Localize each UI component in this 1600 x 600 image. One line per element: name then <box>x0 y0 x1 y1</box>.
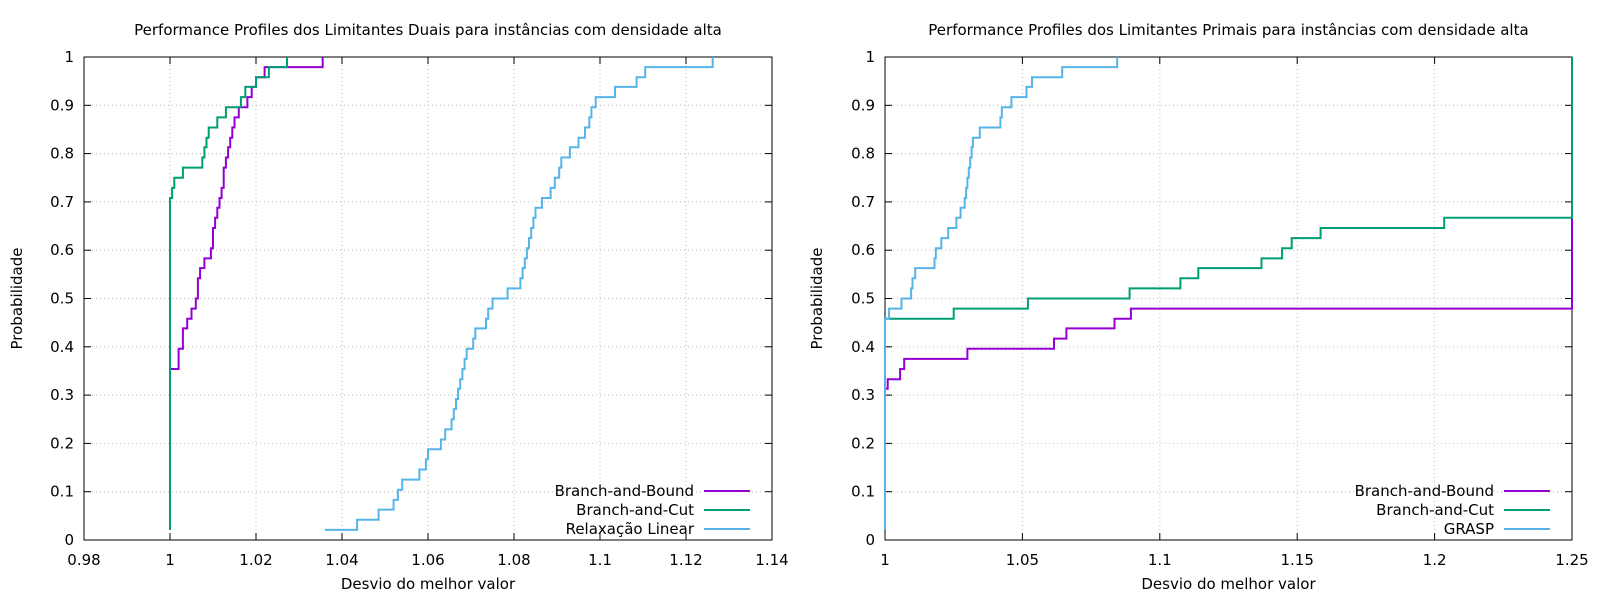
x-tick-label: 1.2 <box>1423 551 1447 569</box>
y-tick-label: 0 <box>64 531 74 549</box>
x-tick-label: 1.25 <box>1555 551 1588 569</box>
chart-panel-1: 0.98 1 1.02 1.04 1.06 1.08 1.1 1.12 1.14 0 0.1 0.2 0… <box>8 21 789 593</box>
series-line-1 <box>884 57 1573 530</box>
y-tick-label: 0.3 <box>50 386 74 404</box>
x-tick-label: 1.15 <box>1280 551 1313 569</box>
y-tick-label: 0.6 <box>50 241 74 259</box>
y-axis-label: Probabilidade <box>8 248 26 350</box>
legend: Branch-and-BoundBranch-and-CutRelaxação … <box>555 482 750 538</box>
series-line-3 <box>884 57 1119 530</box>
y-tick-label: 0.3 <box>851 386 875 404</box>
y-tick-label: 1 <box>64 48 74 66</box>
x-tick-label: 1.06 <box>411 551 444 569</box>
y-tick-label: 0.9 <box>50 96 74 114</box>
x-tick-label: 1.12 <box>669 551 702 569</box>
y-tick-label: 0.6 <box>851 241 875 259</box>
series-line-1 <box>169 57 324 530</box>
x-tick-label: 1.1 <box>588 551 612 569</box>
series-line-3 <box>324 57 714 531</box>
legend-label: GRASP <box>1444 520 1494 538</box>
y-tick-label: 0.5 <box>851 290 875 308</box>
x-tick-label: 1.1 <box>1148 551 1172 569</box>
x-tick-label: 1.04 <box>325 551 358 569</box>
x-tick-label: 1 <box>165 551 175 569</box>
legend-label: Branch-and-Bound <box>1355 482 1494 500</box>
x-axis-label: Desvio do melhor valor <box>1141 575 1316 593</box>
chart-title: Performance Profiles dos Limitantes Duai… <box>134 21 722 39</box>
legend-label: Branch-and-Cut <box>1376 501 1494 519</box>
x-tick-label: 1 <box>880 551 890 569</box>
series-line-2 <box>884 57 1573 530</box>
chart-title: Performance Profiles dos Limitantes Prim… <box>928 21 1528 39</box>
x-tick-label: 1.02 <box>239 551 272 569</box>
chart-panel-2: 1 1.05 1.1 1.15 1.2 1.25 0 0.1 0.2 0.3 0.4 0.5 0.6 0.… <box>808 21 1589 593</box>
series-line-2 <box>169 57 288 530</box>
y-tick-label: 0.8 <box>50 145 74 163</box>
y-tick-label: 0.7 <box>851 193 875 211</box>
plot-frame <box>83 56 773 541</box>
y-tick-label: 1 <box>865 48 875 66</box>
y-tick-label: 0.9 <box>851 96 875 114</box>
y-tick-label: 0.4 <box>851 338 875 356</box>
y-tick-label: 0.1 <box>50 483 74 501</box>
y-tick-label: 0.1 <box>851 483 875 501</box>
y-tick-label: 0.8 <box>851 145 875 163</box>
legend-label: Branch-and-Cut <box>576 501 694 519</box>
legend-label: Branch-and-Bound <box>555 482 694 500</box>
legend-label: Relaxação Linear <box>566 520 695 538</box>
y-tick-label: 0 <box>865 531 875 549</box>
y-tick-label: 0.2 <box>50 434 74 452</box>
x-tick-label: 1.08 <box>497 551 530 569</box>
y-tick-label: 0.2 <box>851 434 875 452</box>
y-tick-label: 0.4 <box>50 338 74 356</box>
x-tick-label: 1.05 <box>1006 551 1039 569</box>
y-axis-label: Probabilidade <box>808 248 826 350</box>
y-tick-label: 0.7 <box>50 193 74 211</box>
x-tick-label: 1.14 <box>755 551 788 569</box>
y-tick-label: 0.5 <box>50 290 74 308</box>
x-tick-label: 0.98 <box>67 551 100 569</box>
x-axis-label: Desvio do melhor valor <box>341 575 516 593</box>
plot-frame <box>884 56 1573 541</box>
